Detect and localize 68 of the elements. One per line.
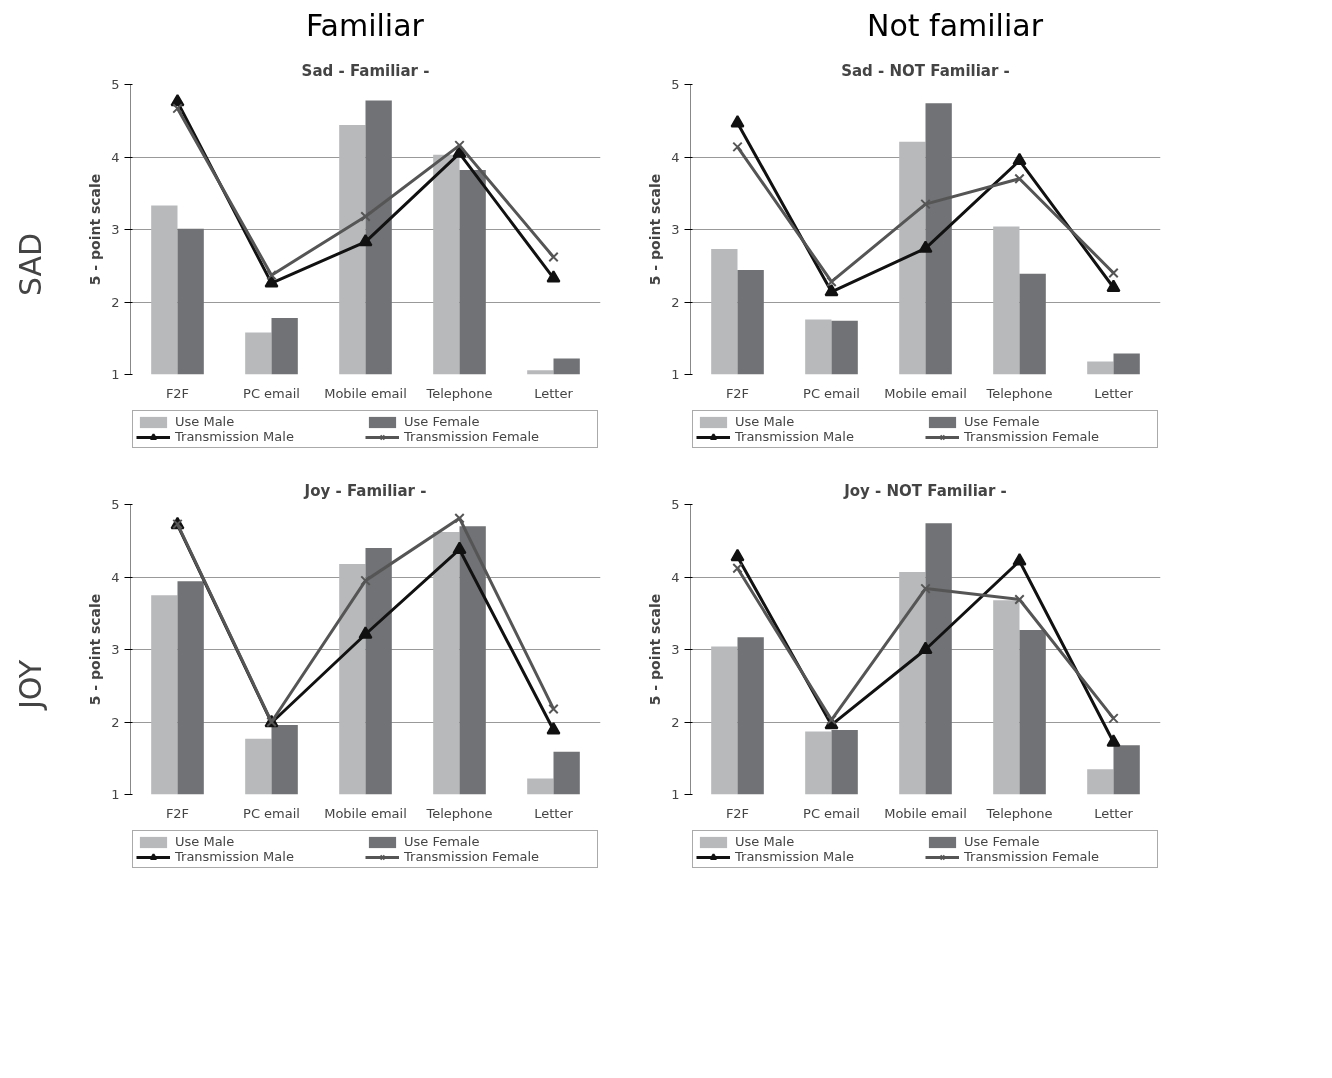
y-tick-label: 2 <box>671 714 680 730</box>
y-axis-title: 5 - point scale <box>87 593 104 706</box>
legend-label: Transmission Female <box>964 849 1101 864</box>
text: SAD <box>13 232 48 297</box>
y-tick-label: 2 <box>671 294 680 310</box>
x-tick-label: F2F <box>725 805 750 821</box>
x-tick-label: PC email <box>803 385 860 401</box>
legend-label: Use Female <box>964 834 1041 849</box>
x-tick-label: Mobile email <box>884 805 967 821</box>
y-tick-label: 5 <box>111 497 120 512</box>
y-tick-label: 4 <box>111 149 120 165</box>
y-tick-label: 1 <box>111 787 120 802</box>
x-tick-label: PC email <box>243 385 300 401</box>
y-tick-label: 2 <box>111 294 120 310</box>
text: Familiar <box>306 7 424 45</box>
y-tick-label: 3 <box>671 642 680 657</box>
legend-label: Transmission Female <box>404 429 541 444</box>
text: JOY <box>13 659 48 712</box>
legend-label: Use Female <box>964 414 1041 429</box>
chart-title: Sad - Familiar - <box>301 61 430 80</box>
x-tick-label: Letter <box>1094 805 1134 821</box>
y-tick-label: 1 <box>671 787 680 802</box>
x-tick-label: Telephone <box>985 805 1053 821</box>
y-tick-label: 3 <box>111 222 120 237</box>
x-tick-label: Mobile email <box>324 805 407 821</box>
legend-label: Use Male <box>735 414 796 429</box>
legend-label: Use Male <box>735 834 796 849</box>
x-tick-label: Letter <box>534 385 574 401</box>
y-tick-label: 3 <box>671 222 680 237</box>
x-tick-label: F2F <box>165 385 190 401</box>
y-tick-label: 5 <box>671 77 680 92</box>
legend-label: Use Male <box>175 834 236 849</box>
legend-label: Transmission Female <box>964 429 1101 444</box>
x-tick-label: Letter <box>534 805 574 821</box>
y-tick-label: 1 <box>671 367 680 382</box>
chart-title: Sad - NOT Familiar - <box>841 61 1010 80</box>
y-axis-title: 5 - point scale <box>87 173 104 286</box>
chart-title: Joy - NOT Familiar - <box>843 481 1007 500</box>
x-tick-label: PC email <box>803 805 860 821</box>
x-tick-label: F2F <box>165 805 190 821</box>
y-tick-label: 5 <box>111 77 120 92</box>
y-axis-title: 5 - point scale <box>647 593 664 706</box>
y-tick-label: 3 <box>111 642 120 657</box>
x-tick-label: Telephone <box>985 385 1053 401</box>
legend-label: Transmission Male <box>735 429 855 444</box>
legend-label: Transmission Male <box>175 849 295 864</box>
y-tick-label: 2 <box>111 714 120 730</box>
x-tick-label: Mobile email <box>324 385 407 401</box>
y-tick-label: 5 <box>671 497 680 512</box>
legend-label: Transmission Male <box>175 429 295 444</box>
legend-label: Use Female <box>404 834 481 849</box>
x-tick-label: Telephone <box>425 385 493 401</box>
x-tick-label: Mobile email <box>884 385 967 401</box>
y-tick-label: 4 <box>671 149 680 165</box>
y-tick-label: 4 <box>111 569 120 585</box>
y-tick-label: 4 <box>671 569 680 585</box>
legend-label: Use Male <box>175 414 236 429</box>
legend-label: Transmission Female <box>404 849 541 864</box>
x-tick-label: Letter <box>1094 385 1134 401</box>
legend-label: Use Female <box>404 414 481 429</box>
x-tick-label: Telephone <box>425 805 493 821</box>
y-tick-label: 1 <box>111 367 120 382</box>
x-tick-label: F2F <box>725 385 750 401</box>
legend-label: Transmission Male <box>735 849 855 864</box>
y-axis-title: 5 - point scale <box>647 173 664 286</box>
chart-title: Joy - Familiar - <box>303 481 427 500</box>
x-tick-label: PC email <box>243 805 300 821</box>
text: Not familiar <box>867 7 1043 45</box>
